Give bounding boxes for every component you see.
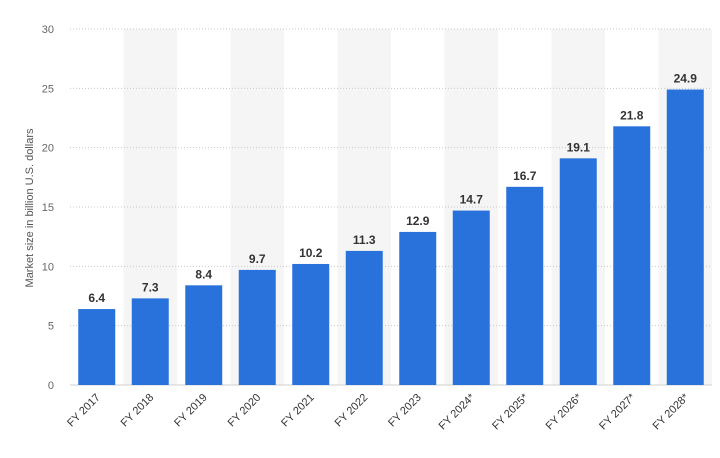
- x-tick-label: FY 2021: [279, 392, 317, 430]
- x-tick-label: FY 2018: [119, 392, 157, 430]
- y-tick-label: 20: [42, 143, 54, 155]
- bar: [666, 89, 704, 386]
- data-label: 19.1: [567, 140, 591, 154]
- x-tick-label: FY 2027*: [597, 391, 638, 432]
- data-label: 12.9: [406, 214, 430, 228]
- x-tick-label: FY 2023: [386, 392, 424, 430]
- data-label: 16.7: [513, 169, 537, 183]
- data-label: 8.4: [195, 267, 212, 281]
- data-label: 7.3: [142, 280, 159, 294]
- x-tick-label: FY 2017: [65, 392, 103, 430]
- bar: [452, 210, 490, 385]
- bar: [506, 186, 544, 385]
- data-label: 9.7: [249, 252, 266, 266]
- data-label: 10.2: [299, 246, 323, 260]
- y-tick-label: 15: [42, 202, 54, 214]
- x-tick-label: FY 2022: [333, 392, 371, 430]
- bar: [131, 298, 169, 385]
- y-tick-label: 25: [42, 83, 54, 95]
- y-axis-label: Market size in billion U.S. dollars: [24, 128, 36, 287]
- data-label: 11.3: [353, 233, 376, 247]
- bar: [559, 158, 597, 385]
- y-axis-ticks: 0 5 10 15 20 25 30: [42, 24, 54, 392]
- x-tick-label: FY 2026*: [544, 391, 585, 432]
- x-tick-label: FY 2028*: [651, 391, 692, 432]
- x-tick-label: FY 2020: [226, 392, 264, 430]
- bar: [399, 231, 437, 385]
- bar: [292, 263, 330, 385]
- x-tick-label: FY 2025*: [490, 391, 531, 432]
- gridlines: [70, 28, 712, 386]
- data-label: 14.7: [460, 193, 484, 207]
- bars: [78, 89, 704, 386]
- bar: [238, 269, 276, 385]
- x-axis-ticks: FY 2017 FY 2018 FY 2019 FY 2020 FY 2021 FY 20…: [65, 391, 692, 432]
- y-tick-label: 30: [42, 24, 54, 36]
- bar: [613, 126, 651, 385]
- y-tick-label: 5: [48, 321, 54, 333]
- data-labels: 6.4 7.3 8.4 9.7 10.2 11.3 12.9 14.7 16.7 19.1 21.8…: [88, 72, 697, 306]
- y-tick-label: 10: [42, 261, 54, 273]
- data-label: 24.9: [674, 72, 698, 86]
- bar: [78, 309, 116, 385]
- x-tick-label: FY 2024*: [437, 391, 478, 432]
- x-tick-label: FY 2019: [172, 392, 210, 430]
- bar: [345, 250, 383, 385]
- bar: [185, 285, 223, 385]
- data-label: 6.4: [88, 291, 105, 305]
- y-tick-label: 0: [48, 380, 54, 392]
- data-label: 21.8: [620, 108, 644, 122]
